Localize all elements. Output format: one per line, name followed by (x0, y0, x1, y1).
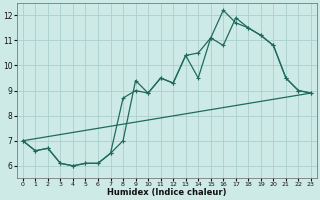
X-axis label: Humidex (Indice chaleur): Humidex (Indice chaleur) (107, 188, 227, 197)
